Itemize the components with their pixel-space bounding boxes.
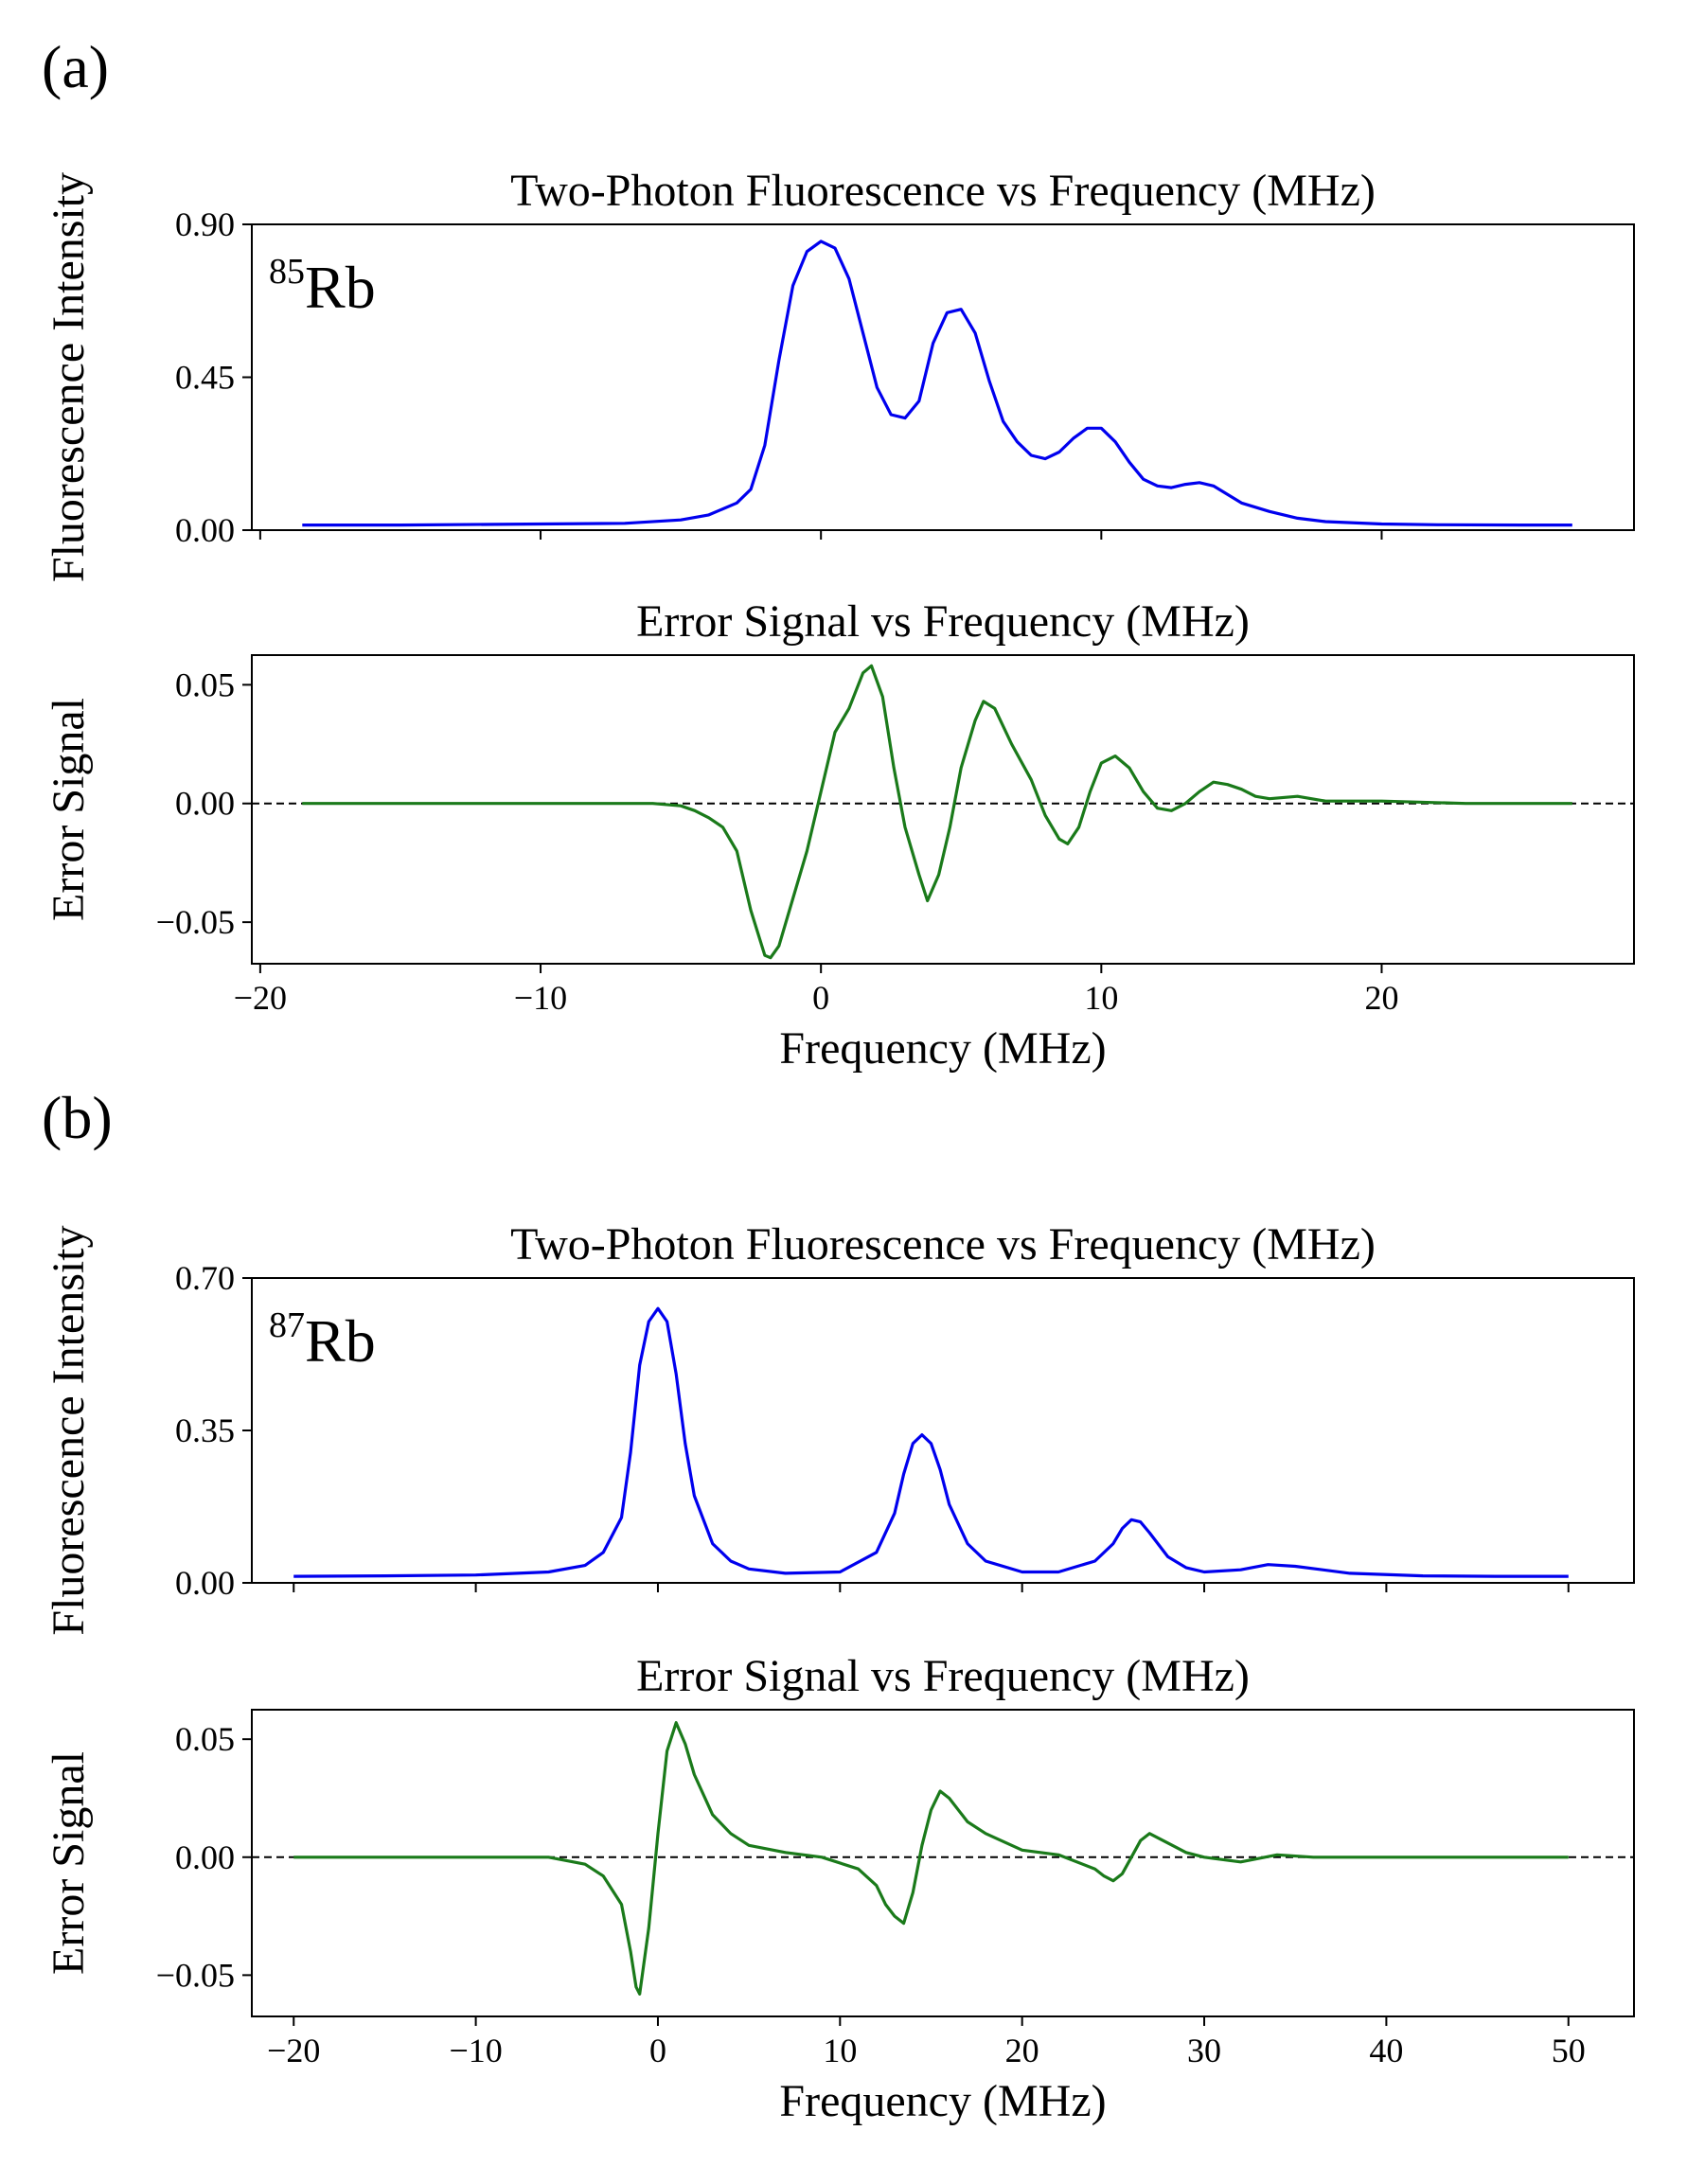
- panel-label-a: (a): [42, 33, 109, 100]
- x-tick-label: −20: [267, 2032, 320, 2069]
- plot-frame: [251, 1709, 1635, 2017]
- series-line-fluorescence: [293, 1306, 1569, 1578]
- panel-label-b: (b): [42, 1084, 113, 1151]
- x-tick-label: 50: [1552, 2032, 1586, 2069]
- y-tick-label: −0.05: [156, 903, 235, 941]
- y-tick-label: 0.35: [175, 1412, 235, 1449]
- x-axis-label: Frequency (MHz): [779, 2076, 1106, 2126]
- y-tick-label: 0.00: [175, 1564, 235, 1602]
- y-tick-label: −0.05: [156, 1956, 235, 1994]
- isotope-annotation: 87Rb: [269, 1305, 376, 1375]
- x-tick-label: −10: [514, 979, 567, 1017]
- plot-frame: [251, 223, 1635, 531]
- plot-frame: [251, 654, 1635, 965]
- y-axis-label: Error Signal: [44, 698, 94, 921]
- isotope-annotation: 85Rb: [269, 252, 376, 321]
- chart-b-fluor: Two-Photon Fluorescence vs Frequency (MH…: [44, 1219, 1635, 1636]
- x-tick-label: 10: [1084, 979, 1118, 1017]
- series-line-fluorescence: [302, 240, 1572, 527]
- y-tick-label: 0.00: [175, 1838, 235, 1876]
- x-tick-label: −20: [234, 979, 287, 1017]
- x-tick-label: 10: [823, 2032, 857, 2069]
- series-line-error-signal: [302, 664, 1572, 960]
- y-tick-label: 0.00: [175, 511, 235, 549]
- chart-b-error: Error Signal vs Frequency (MHz) Error Sig…: [44, 1651, 1635, 2126]
- x-tick-label: 20: [1005, 2032, 1039, 2069]
- y-axis-label: Fluorescence Intensity: [44, 1225, 94, 1635]
- y-tick-label: 0.00: [175, 785, 235, 823]
- x-tick-label: 0: [812, 979, 829, 1017]
- x-tick-label: −10: [449, 2032, 502, 2069]
- y-tick-label: 0.90: [175, 205, 235, 243]
- chart-a-error: Error Signal vs Frequency (MHz) Error Sig…: [44, 596, 1635, 1074]
- y-tick-label: 0.05: [175, 666, 235, 703]
- chart-title: Two-Photon Fluorescence vs Frequency (MH…: [510, 166, 1376, 216]
- y-axis-label: Error Signal: [44, 1751, 94, 1975]
- chart-title: Error Signal vs Frequency (MHz): [636, 1651, 1250, 1701]
- x-axis-label: Frequency (MHz): [779, 1023, 1106, 1074]
- plot-frame: [251, 1277, 1635, 1584]
- x-tick-label: 20: [1364, 979, 1398, 1017]
- series-line-error-signal: [293, 1721, 1569, 1996]
- y-tick-label: 0.45: [175, 359, 235, 397]
- y-axis-label: Fluorescence Intensity: [44, 172, 94, 582]
- chart-title: Two-Photon Fluorescence vs Frequency (MH…: [510, 1219, 1376, 1270]
- x-tick-label: 30: [1187, 2032, 1221, 2069]
- x-tick-label: 40: [1369, 2032, 1403, 2069]
- chart-title: Error Signal vs Frequency (MHz): [636, 596, 1250, 647]
- chart-a-fluor: Two-Photon Fluorescence vs Frequency (MH…: [44, 166, 1635, 582]
- x-tick-label: 0: [649, 2032, 666, 2069]
- y-tick-label: 0.70: [175, 1259, 235, 1297]
- y-tick-label: 0.05: [175, 1720, 235, 1758]
